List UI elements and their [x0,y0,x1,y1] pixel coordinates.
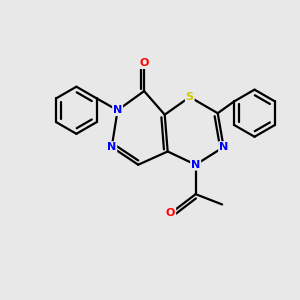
Text: N: N [107,142,116,152]
Text: N: N [219,142,228,152]
Text: S: S [186,92,194,102]
Text: O: O [140,58,149,68]
Text: N: N [191,160,200,170]
Text: N: N [113,105,122,115]
Text: O: O [166,208,175,218]
